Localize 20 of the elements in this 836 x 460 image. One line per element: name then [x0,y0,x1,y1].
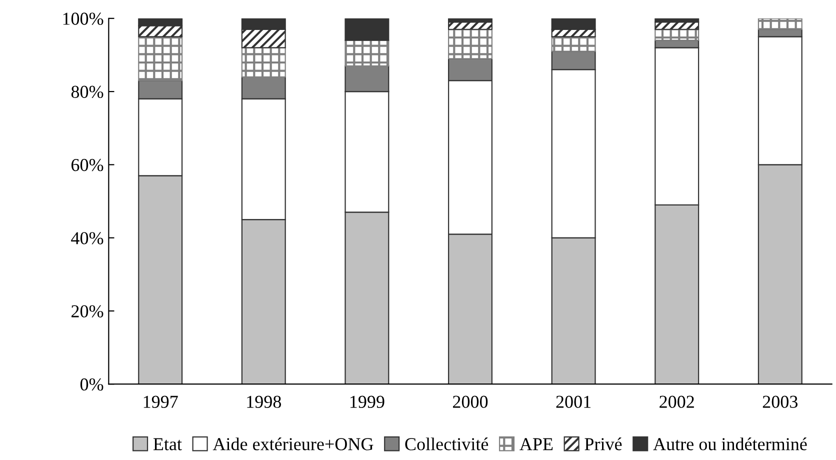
x-tick-label: 1999 [350,396,384,408]
legend-label: Etat [153,438,182,450]
y-tick-label: 60% [72,158,104,172]
x-tick-label: 1998 [247,396,282,408]
y-tick-label: 40% [71,232,104,244]
y-tick-label: 20% [72,305,104,318]
y-tick-label: 80% [71,86,104,98]
x-tick-label: 2002 [660,396,694,408]
y-tick-label: 100% [63,12,104,25]
x-tick-label: 2000 [452,396,488,408]
legend-label: Privé [584,438,622,450]
x-tick-label: 1997 [144,396,178,408]
y-tick-label: 0% [80,378,104,391]
legend-label: Aide extérieure+ONG [212,438,374,450]
legend-label: APE [520,438,553,450]
legend-label: Collectivité [405,438,488,450]
x-tick-label: 2003 [762,396,798,408]
x-tick-label: 2001 [556,396,591,408]
bar [344,18,390,41]
legend-label: Autre ou indéterminé [653,438,807,450]
